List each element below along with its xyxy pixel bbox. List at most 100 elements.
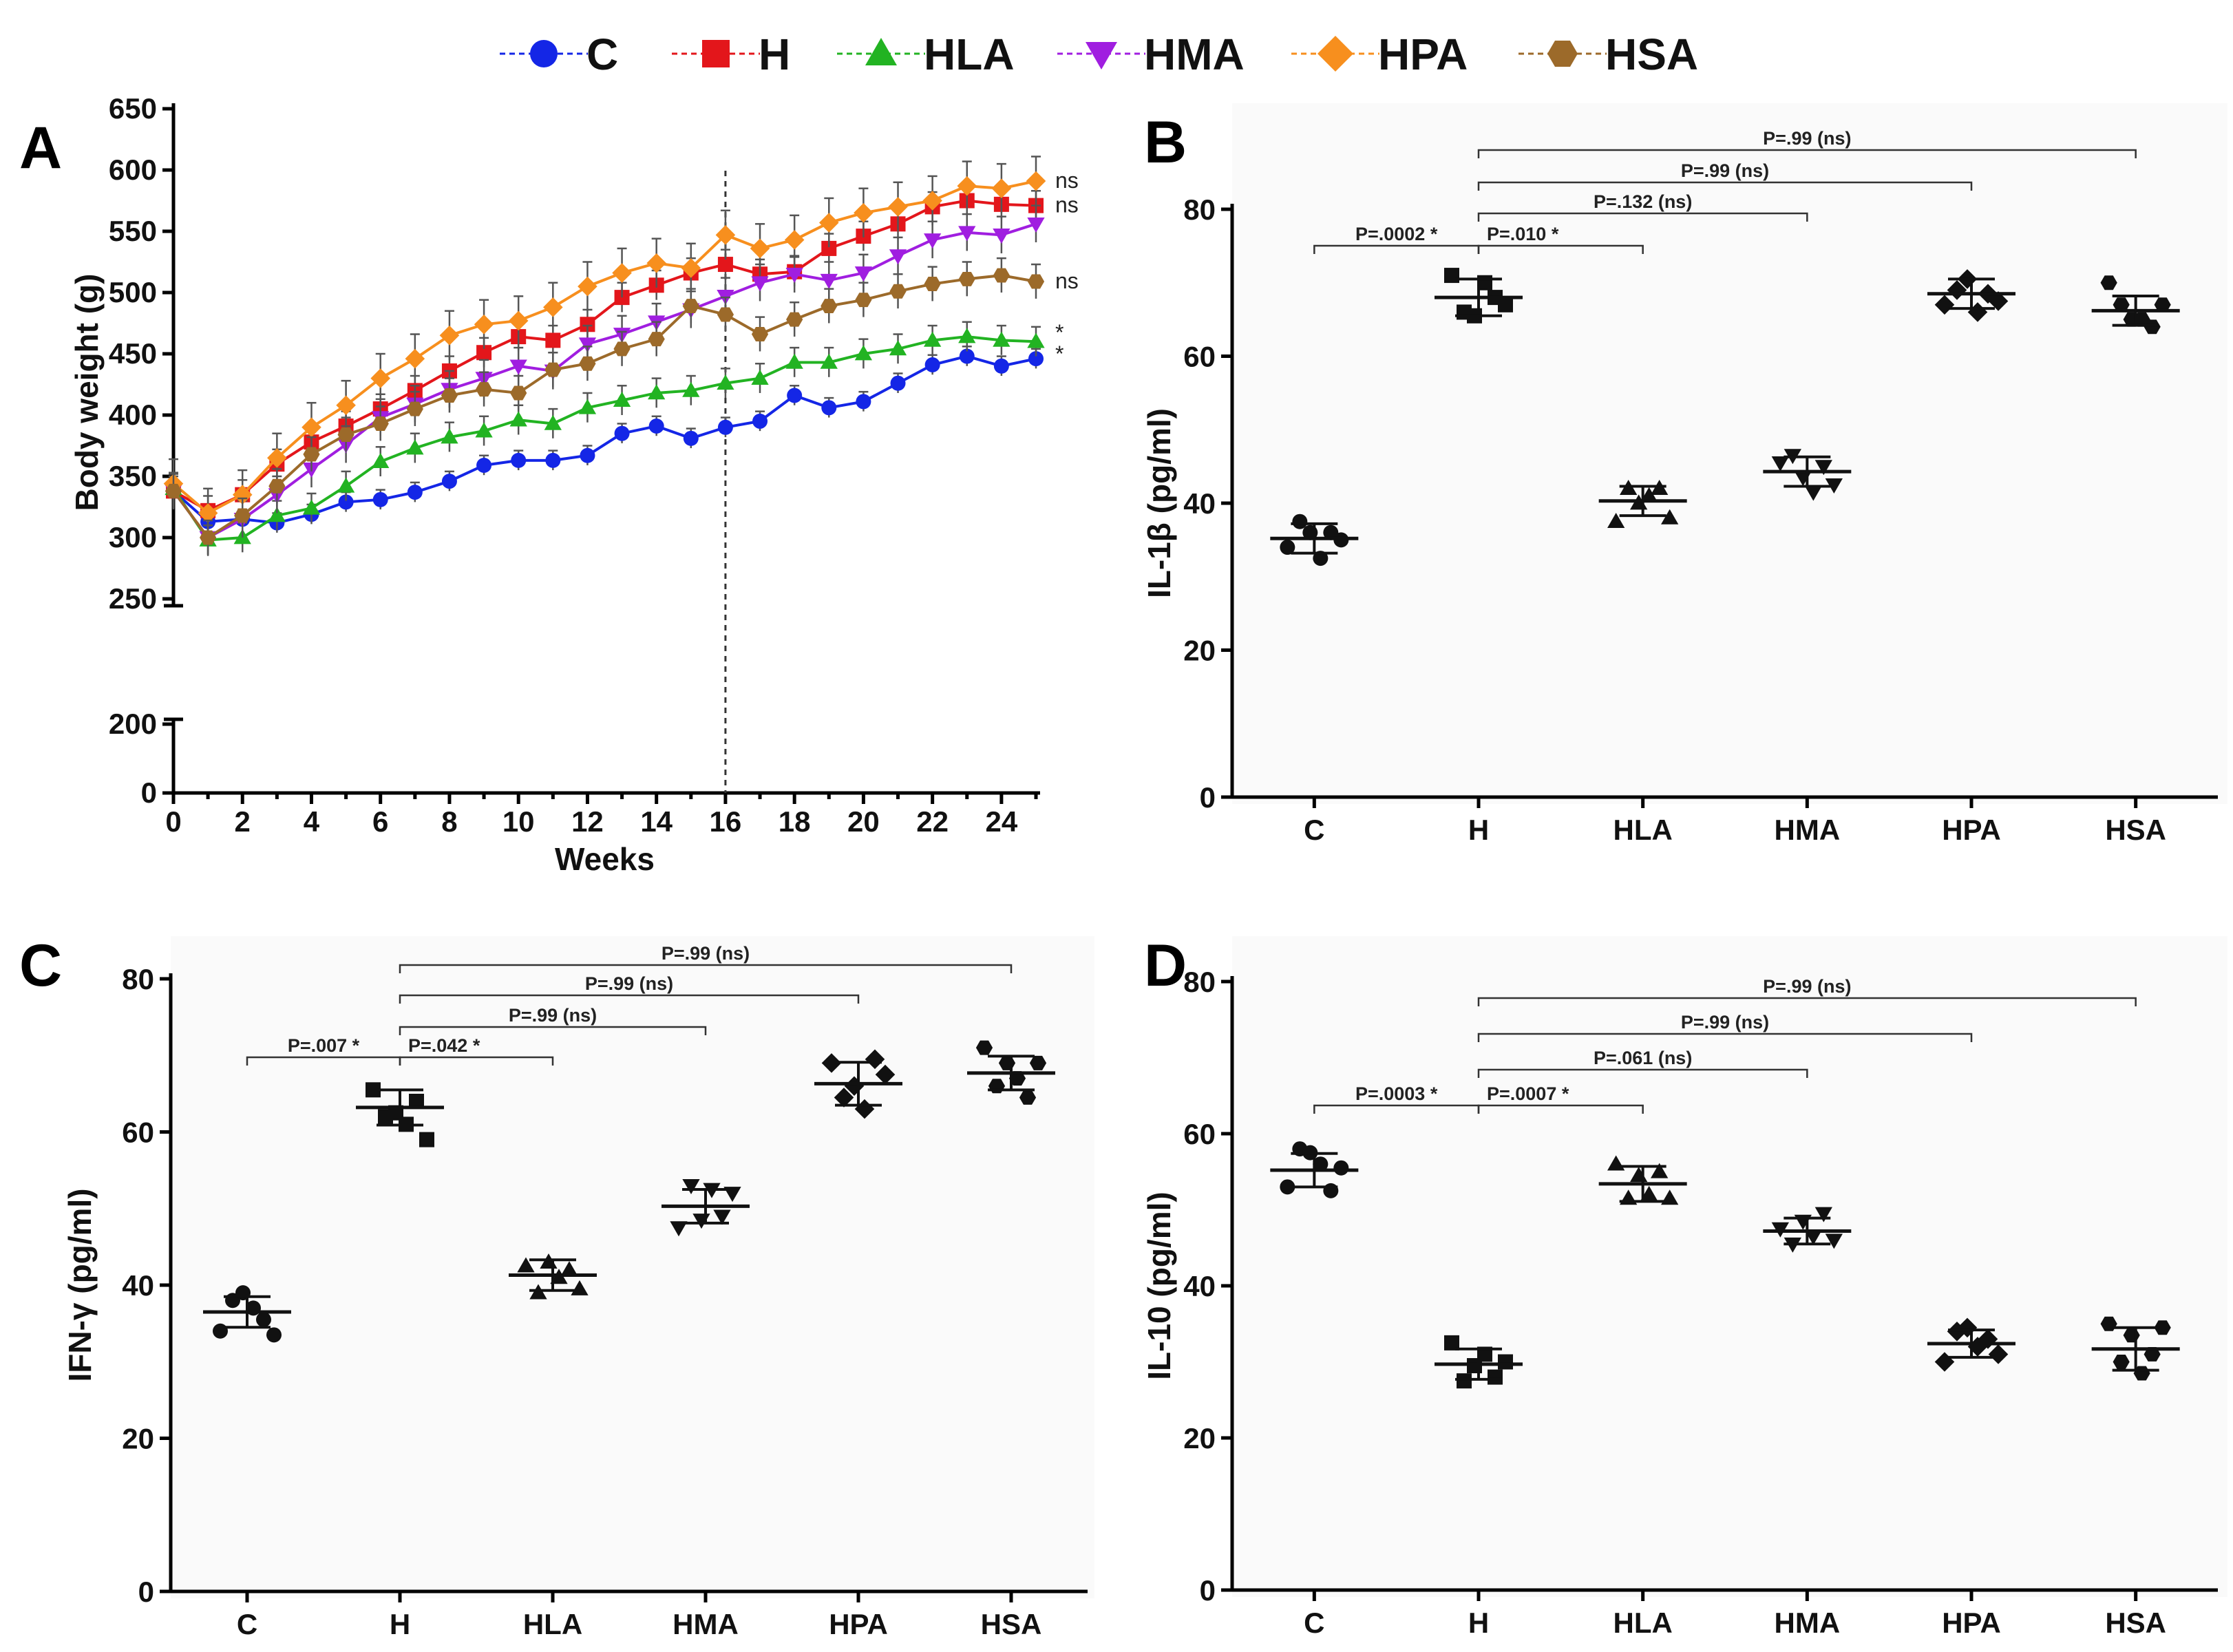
data-point: [1280, 540, 1295, 555]
comparison-h-hla: P=.042 *: [399, 1035, 554, 1066]
data-point-hla: [613, 391, 631, 407]
data-point-c: [648, 419, 664, 434]
legend-item-c: C: [500, 30, 618, 79]
data-point-hpa: [1026, 171, 1046, 191]
legend-label: H: [759, 30, 790, 79]
data-point-hsa: [200, 530, 217, 545]
comparison-bracket: [1477, 1068, 1808, 1078]
data-point-hla: [372, 452, 390, 468]
data-point-h: [545, 332, 561, 348]
data-point-hpa: [922, 191, 942, 211]
comparison-bracket: [1477, 1104, 1644, 1114]
y-tick-label: 80: [1183, 966, 1216, 998]
legend-item-hpa: HPA: [1291, 30, 1468, 79]
data-point: [419, 1132, 434, 1147]
data-point-hma: [958, 226, 976, 242]
comparison-h-hsa: P=.99 (ns): [399, 943, 1013, 973]
data-point-hsa: [268, 478, 286, 494]
data-point-hma: [889, 249, 907, 265]
data-point: [1814, 460, 1832, 476]
comparison-label: P=.042 *: [408, 1035, 480, 1056]
legend-marker-hpa: [1317, 36, 1353, 72]
data-point: [1333, 1160, 1349, 1176]
y-tick-label: 450: [109, 337, 157, 370]
data-point-c: [890, 375, 906, 391]
data-point-hla: [717, 374, 734, 390]
data-point-c: [683, 430, 699, 446]
data-point: [1444, 268, 1459, 284]
x-tick-label-hpa: HPA: [829, 1608, 888, 1640]
comparison-h-hpa: P=.99 (ns): [1477, 1012, 1973, 1042]
data-point-c: [407, 485, 423, 500]
data-point: [2100, 275, 2117, 290]
legend-label: HMA: [1144, 30, 1245, 79]
y-tick-label: 60: [1183, 1118, 1216, 1150]
x-tick-label: 20: [847, 805, 880, 838]
data-point: [2154, 297, 2171, 313]
data-point-hla: [302, 499, 321, 515]
data-point-hma: [509, 359, 527, 375]
legend-item-hla: HLA: [837, 30, 1015, 79]
y-tick-label: 550: [109, 215, 157, 247]
comparison-bracket: [399, 1026, 707, 1035]
data-point-hpa: [715, 225, 736, 245]
y-tick-label: 300: [109, 521, 157, 553]
data-point: [256, 1312, 271, 1328]
data-point-hla: [993, 331, 1010, 347]
data-point-hsa: [751, 327, 769, 341]
data-point-hla: [820, 353, 838, 369]
data-point-hpa: [232, 485, 253, 505]
data-point-hpa: [818, 213, 839, 233]
x-tick-label-h: H: [1468, 1607, 1489, 1639]
data-point-hsa: [648, 332, 665, 347]
data-point-c: [993, 358, 1009, 374]
x-tick-label-hsa: HSA: [2105, 814, 2166, 846]
series-line: [172, 354, 1037, 525]
data-point: [2113, 297, 2130, 313]
x-tick-label-c: C: [1304, 814, 1324, 846]
data-point-h: [821, 240, 837, 256]
data-point-hsa: [958, 271, 975, 286]
panel-d-il10-chart: D 0 20 40 60 80 C H HLA HMA HPA HSA IL-10 (pg/ml) P=.…: [1141, 933, 2227, 1639]
comparison-h-hla: P=.0007 *: [1477, 1083, 1644, 1114]
group-hla: [1598, 480, 1687, 529]
data-point: [821, 1053, 842, 1073]
data-point: [1019, 1090, 1037, 1105]
data-point-hma: [1027, 217, 1045, 233]
data-point-hpa: [439, 326, 460, 346]
y-tick-label: 250: [109, 582, 157, 615]
panel-b-il1b-chart: B 0 20 40 60 80 C H HLA HMA HPA HSA IL-1β (pg/ml) P=.…: [1141, 103, 2227, 846]
data-point: [713, 1209, 731, 1225]
data-point-c: [511, 452, 527, 468]
x-tick-label: 8: [441, 805, 457, 838]
data-point-hla: [1027, 332, 1045, 348]
x-axis-title: Weeks: [555, 841, 655, 877]
data-point: [1804, 1229, 1822, 1245]
y-tick-label: 0: [141, 776, 157, 809]
legend-label: HSA: [1605, 30, 1698, 79]
comparison-label: P=.99 (ns): [662, 943, 750, 964]
y-tick-label: 80: [122, 963, 154, 995]
data-point: [1661, 509, 1679, 525]
data-point-c: [856, 394, 871, 410]
data-point-hsa: [544, 362, 562, 377]
x-tick-label: 24: [986, 805, 1018, 838]
y-tick-label: 0: [138, 1576, 154, 1608]
data-point-hpa: [888, 197, 908, 217]
x-tick-label-h: H: [1468, 814, 1489, 846]
comparison-label: P=.99 (ns): [1681, 1012, 1769, 1032]
data-point: [2113, 1355, 2130, 1369]
data-point-hsa: [165, 483, 182, 498]
y-tick-label: 40: [122, 1269, 154, 1302]
data-point-c: [752, 413, 768, 429]
data-point-c: [924, 357, 940, 373]
data-point: [517, 1257, 535, 1273]
data-point: [1029, 1055, 1047, 1070]
data-point-hsa: [406, 401, 423, 416]
legend-label: C: [586, 30, 618, 79]
y-tick-label: 20: [1183, 635, 1216, 667]
group-h: [1435, 1335, 1523, 1389]
data-point-h: [717, 257, 733, 273]
legend-marker-h: [702, 40, 730, 67]
